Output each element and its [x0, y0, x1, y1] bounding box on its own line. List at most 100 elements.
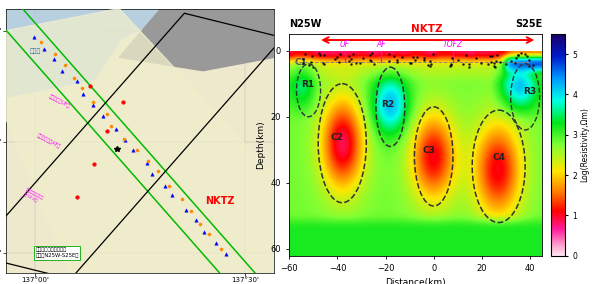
Text: C1: C1 [294, 59, 307, 68]
Point [107, 123, 116, 128]
Point [454, 58, 463, 63]
Point [153, 169, 163, 174]
Point [164, 184, 174, 188]
Point [406, 60, 416, 65]
Point [85, 84, 94, 89]
Text: R2: R2 [381, 100, 395, 109]
Point [419, 58, 429, 62]
Point [160, 183, 170, 188]
Point [365, 58, 375, 62]
Point [167, 193, 177, 197]
Point [459, 62, 468, 67]
Point [393, 58, 403, 62]
Text: C3: C3 [423, 146, 435, 155]
Text: C2: C2 [331, 133, 344, 142]
X-axis label: Distance(km): Distance(km) [385, 279, 446, 284]
Point [489, 61, 499, 65]
Point [523, 54, 532, 58]
Point [384, 51, 394, 56]
Point [315, 53, 325, 57]
Point [389, 53, 398, 58]
Text: 比抵抗構造を推定した
測線（N25W-S25E）: 比抵抗構造を推定した 測線（N25W-S25E） [35, 247, 79, 258]
Point [358, 56, 368, 60]
Text: 日本海: 日本海 [30, 48, 41, 54]
Point [119, 136, 128, 141]
Point [429, 52, 438, 56]
Y-axis label: Depth(km): Depth(km) [256, 120, 265, 169]
Point [332, 55, 342, 59]
Point [419, 55, 429, 60]
Point [220, 251, 230, 256]
Point [39, 46, 49, 51]
Point [344, 59, 354, 64]
Point [490, 65, 499, 69]
Point [217, 246, 227, 251]
Point [513, 53, 523, 58]
Point [319, 61, 328, 66]
Text: AF: AF [376, 40, 385, 49]
Point [132, 148, 142, 152]
Text: 牛首断層（UF）: 牛首断層（UF） [48, 94, 71, 109]
Point [128, 148, 138, 153]
Point [199, 229, 209, 234]
Point [516, 51, 526, 56]
Y-axis label: Log(Resistivity,Ωm): Log(Resistivity,Ωm) [580, 107, 589, 182]
Point [506, 59, 516, 64]
Point [445, 64, 455, 69]
Point [204, 231, 214, 236]
Point [143, 161, 152, 165]
Point [319, 62, 329, 66]
Point [120, 138, 130, 143]
Point [98, 114, 108, 118]
Text: UF: UF [340, 40, 350, 49]
Point [513, 53, 523, 57]
Polygon shape [119, 9, 274, 71]
Point [446, 62, 456, 67]
Point [398, 55, 407, 59]
Point [346, 61, 356, 66]
Point [356, 60, 365, 65]
Point [520, 52, 530, 57]
Point [366, 59, 376, 64]
Point [211, 241, 221, 245]
Point [446, 62, 456, 66]
Point [406, 60, 415, 65]
Point [348, 52, 358, 56]
Point [50, 51, 60, 56]
Point [308, 54, 317, 58]
Point [426, 62, 435, 66]
Point [412, 55, 421, 59]
Point [484, 62, 493, 66]
Point [487, 54, 497, 58]
Polygon shape [6, 9, 274, 273]
Point [29, 35, 38, 40]
Point [510, 60, 520, 65]
Point [37, 39, 46, 44]
Text: N25W: N25W [289, 20, 322, 30]
Text: R3: R3 [523, 87, 536, 96]
Point [186, 208, 196, 213]
Point [365, 52, 375, 57]
Point [181, 208, 191, 212]
Point [392, 60, 402, 65]
Point [351, 61, 361, 65]
Point [367, 51, 377, 55]
Polygon shape [6, 9, 119, 97]
Point [88, 100, 98, 105]
Point [476, 60, 486, 65]
Point [319, 52, 328, 57]
Point [119, 99, 128, 104]
Point [72, 79, 82, 83]
Point [147, 172, 157, 176]
Point [334, 59, 343, 64]
Text: 高山・大原断層帯
（TOFZ）: 高山・大原断層帯 （TOFZ） [23, 188, 44, 205]
Point [77, 86, 87, 91]
Text: NKTZ: NKTZ [205, 196, 234, 206]
Point [298, 57, 308, 61]
Point [72, 195, 82, 199]
Point [177, 197, 186, 202]
Point [60, 62, 69, 67]
Point [492, 53, 502, 58]
Point [528, 62, 538, 67]
Point [102, 128, 111, 133]
